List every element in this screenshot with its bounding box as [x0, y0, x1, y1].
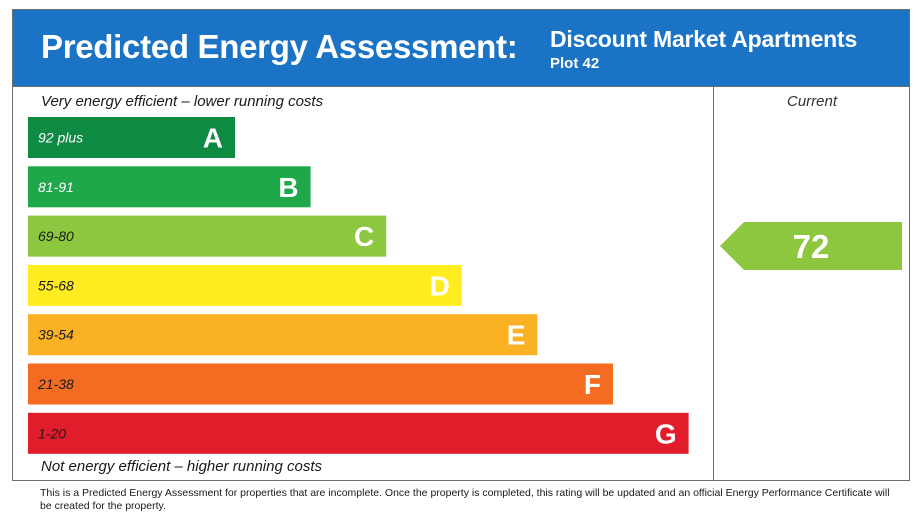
band-g-range: 1-20 [38, 425, 66, 441]
rating-bands-chart: 92 plus A 81-91 B 69-80 C 55-68 D 39-54 E 21-38 F 1-… [28, 117, 689, 454]
band-b-bar [28, 166, 311, 208]
band-e-letter: E [507, 320, 526, 351]
current-column-label: Current [786, 93, 838, 110]
current-rating-value: 72 [793, 228, 830, 265]
band-g-bar [28, 412, 689, 454]
band-a-range: 92 plus [38, 130, 83, 146]
band-a-bar [28, 117, 235, 158]
band-f: 21-38 F [28, 363, 613, 405]
efficient-caption: Very energy efficient – lower running co… [41, 93, 324, 110]
current-arrow-shape [720, 222, 902, 270]
band-c-range: 69-80 [38, 228, 74, 244]
header-bar: Predicted Energy Assessment: Discount Ma… [13, 10, 909, 87]
property-plot: Plot 42 [550, 55, 600, 72]
band-f-letter: F [584, 369, 601, 400]
band-c-letter: C [354, 221, 374, 252]
band-b-range: 81-91 [38, 179, 74, 195]
column-divider [713, 87, 714, 481]
band-d-letter: D [430, 270, 450, 301]
current-rating-arrow: 72 [720, 222, 902, 270]
band-e-bar [28, 314, 538, 356]
property-name: Discount Market Apartments [550, 26, 858, 52]
band-g-letter: G [655, 418, 677, 449]
footnote: This is a Predicted Energy Assessment fo… [40, 487, 890, 512]
band-f-range: 21-38 [37, 376, 74, 392]
band-c-bar [28, 215, 387, 257]
energy-rating-panel: Predicted Energy Assessment: Discount Ma… [12, 9, 910, 481]
band-b-letter: B [278, 172, 298, 203]
band-a: 92 plus A [28, 117, 235, 158]
page-title: Predicted Energy Assessment: [41, 28, 518, 65]
band-a-letter: A [203, 123, 223, 154]
band-e-range: 39-54 [38, 327, 74, 343]
band-e: 39-54 E [28, 314, 538, 356]
band-g: 1-20 G [28, 412, 689, 454]
band-d-range: 55-68 [38, 277, 74, 293]
inefficient-caption: Not energy efficient – higher running co… [41, 458, 322, 475]
band-d-bar [28, 264, 462, 306]
band-c: 69-80 C [28, 215, 387, 257]
band-d: 55-68 D [28, 264, 462, 306]
band-f-bar [28, 363, 613, 405]
band-b: 81-91 B [28, 166, 311, 208]
